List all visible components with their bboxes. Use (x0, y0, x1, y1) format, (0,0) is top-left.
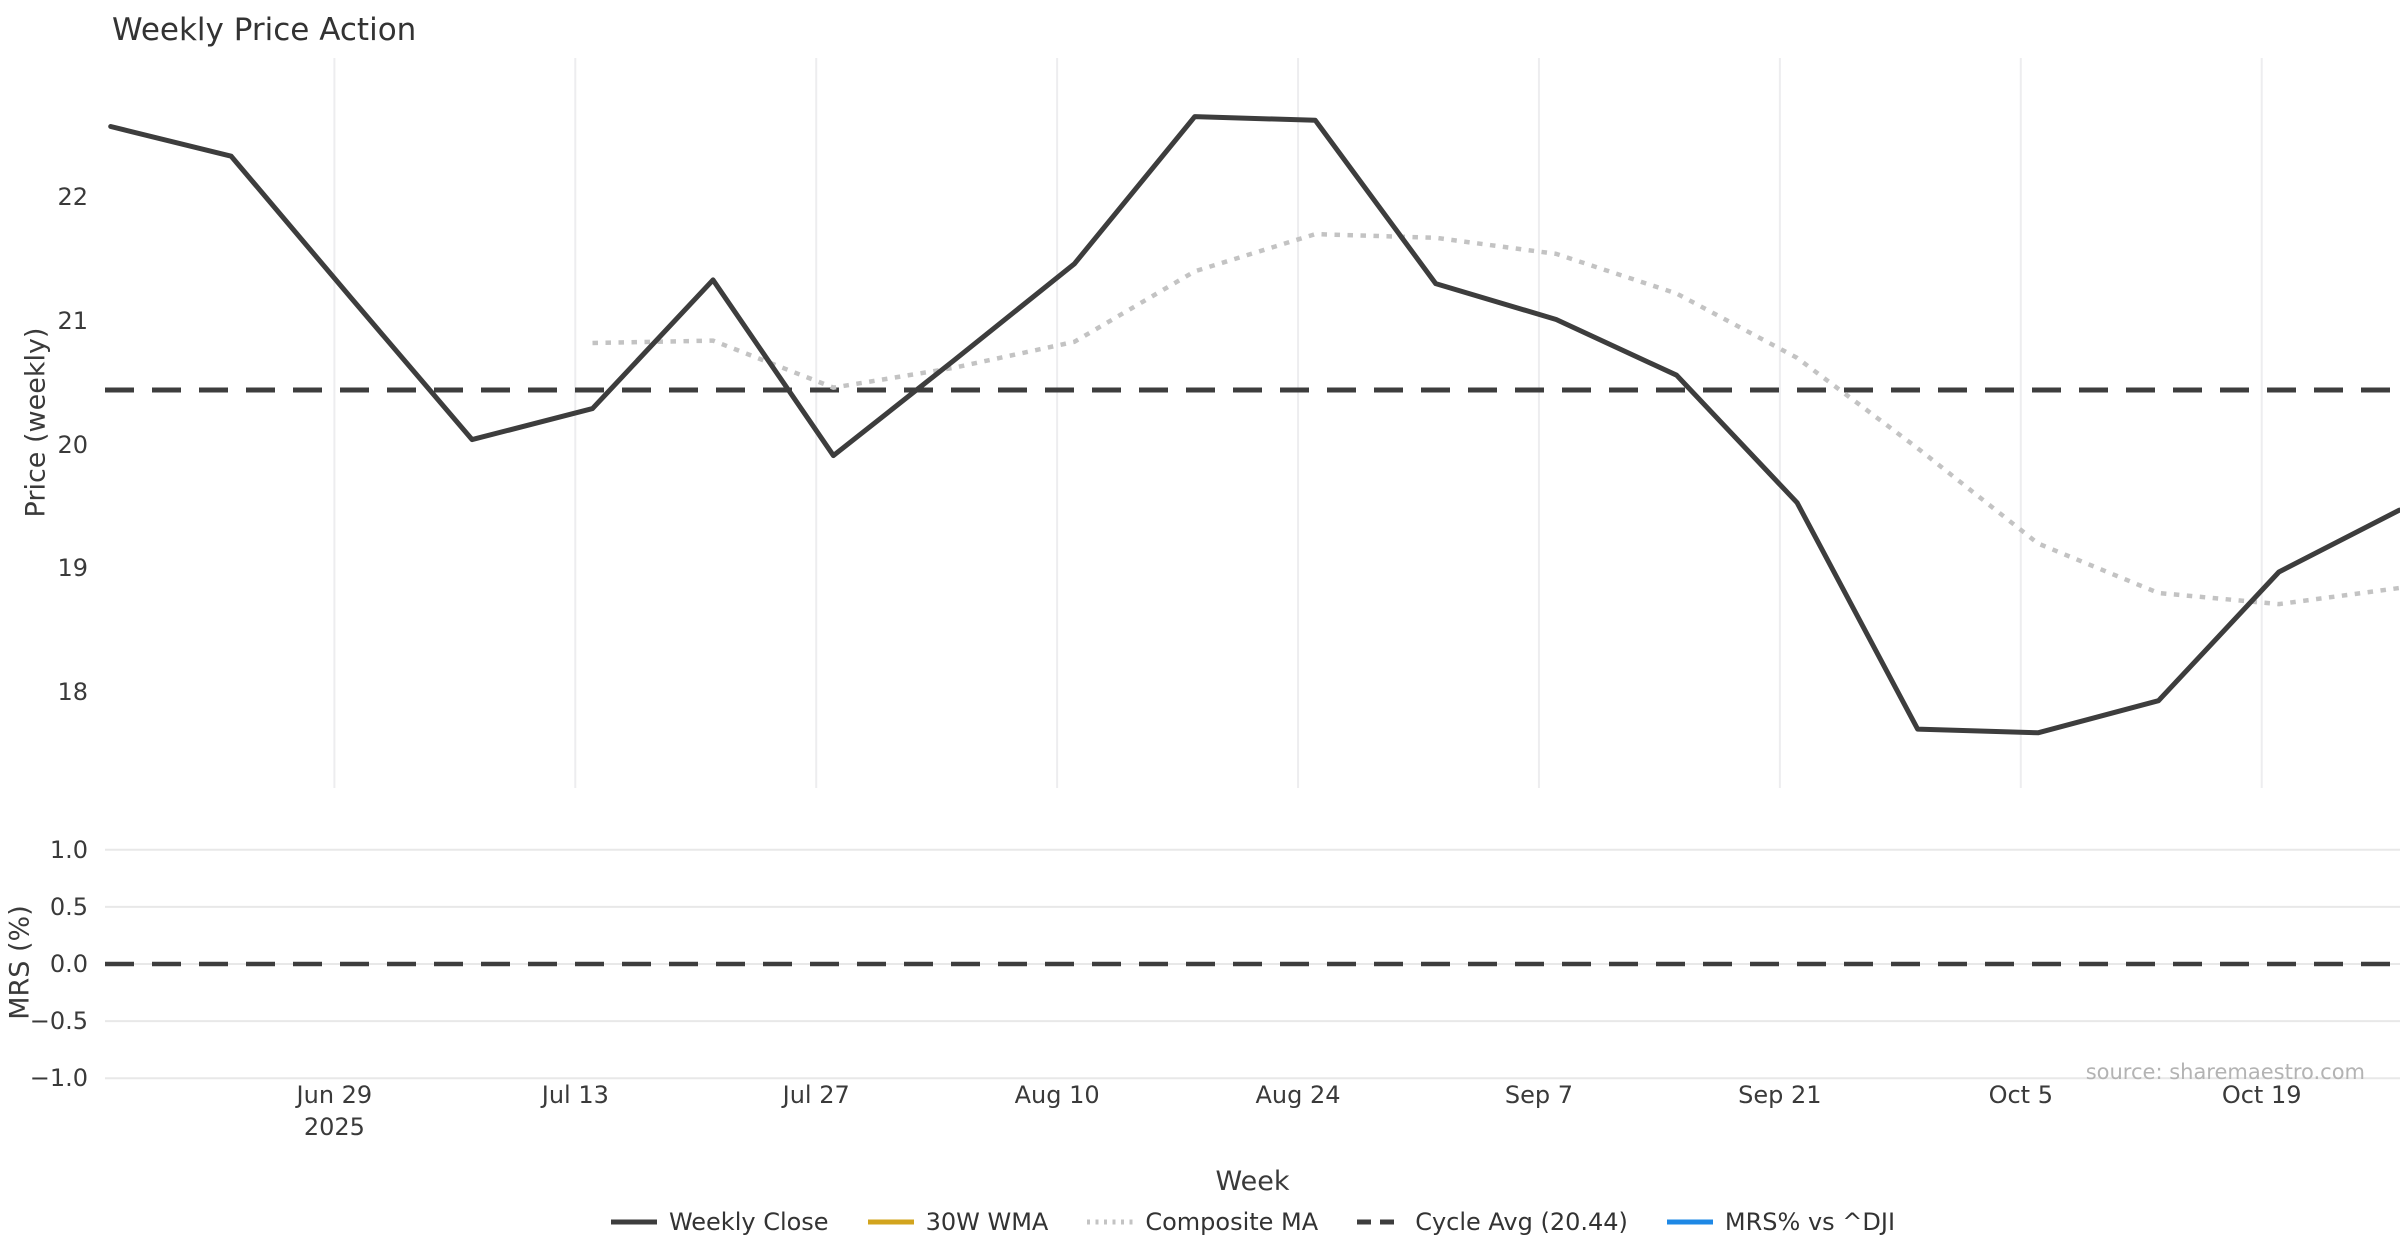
mrs-y-tick-label: 0.0 (49, 950, 88, 978)
legend-swatch-dotted (1087, 1219, 1134, 1225)
legend: Weekly Close 30W WMA Composite MA Cycle Avg… (105, 1208, 2400, 1236)
mrs-y-tick-label: −0.5 (29, 1007, 88, 1036)
source-note: source: sharemaestro.com (2085, 1060, 2365, 1084)
mrs-y-tick-label: 1.0 (49, 835, 88, 864)
price-y-axis-label: Price (weekly) (20, 327, 52, 518)
price-y-tick-label: 22 (57, 183, 88, 211)
legend-item: Cycle Avg (20.44) (1356, 1208, 1628, 1236)
legend-item-label: 30W WMA (925, 1208, 1049, 1236)
x-tick-label: Oct 5 (1988, 1081, 2053, 1109)
x-tick-label: Aug 10 (1014, 1081, 1100, 1109)
composite-ma-line (592, 231, 2400, 607)
legend-item: Weekly Close (610, 1208, 829, 1236)
legend-item-label: Composite MA (1145, 1208, 1319, 1236)
weekly-close-line (108, 114, 2400, 736)
mrs-y-tick-label: −1.0 (29, 1064, 88, 1093)
legend-item: Composite MA (1086, 1208, 1318, 1236)
legend-swatch-dashed (1357, 1219, 1404, 1225)
legend-item-label: Cycle Avg (20.44) (1415, 1208, 1628, 1236)
chart-title: Weekly Price Action (112, 12, 417, 48)
legend-item-label: Weekly Close (668, 1208, 829, 1236)
legend-swatch-solid (1666, 1219, 1713, 1225)
price-y-tick-label: 21 (57, 306, 88, 335)
x-tick-label: Jul 13 (541, 1081, 609, 1109)
x-tick-label: Jun 29 (296, 1081, 373, 1109)
x-tick-label: Jul 27 (782, 1081, 850, 1109)
legend-item-label: MRS% vs ^DJI (1724, 1208, 1896, 1236)
x-tick-label: Oct 19 (2221, 1081, 2302, 1109)
price-y-tick-label: 20 (57, 430, 88, 459)
legend-item: 30W WMA (867, 1208, 1049, 1236)
legend-swatch-solid (610, 1219, 657, 1225)
x-tick-label: Sep 21 (1738, 1081, 1822, 1109)
legend-item: MRS% vs ^DJI (1666, 1208, 1895, 1236)
price-y-tick-label: 19 (57, 554, 88, 583)
legend-swatch-solid (867, 1219, 914, 1225)
x-tick-label: Aug 24 (1255, 1081, 1341, 1109)
mrs-y-tick-label: 0.5 (49, 892, 88, 921)
x-tick-year-label: 2025 (303, 1113, 365, 1141)
x-tick-label: Sep 7 (1504, 1081, 1574, 1109)
x-axis-label: Week (1215, 1166, 1290, 1197)
price-y-tick-label: 18 (57, 678, 88, 706)
